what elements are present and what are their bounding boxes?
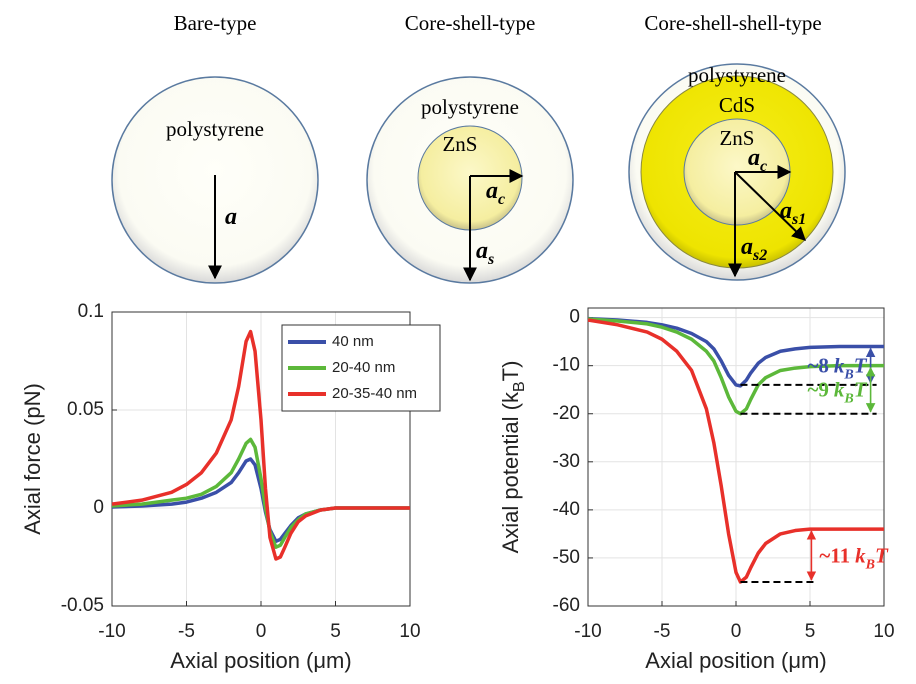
y-tick-label: -60 (553, 595, 580, 616)
x-tick-label: 0 (731, 621, 742, 642)
annotation-symbol: k (834, 354, 845, 378)
y-tick-label: -40 (553, 499, 580, 520)
annotation-prefix: ~11 (819, 544, 850, 568)
annotation-tail: T (854, 378, 868, 402)
particle-title: Core-shell-type (405, 11, 536, 35)
x-tick-label: 10 (399, 621, 420, 642)
y-tick-label: 0 (93, 497, 104, 518)
radius-label: as1 (780, 198, 806, 228)
y-axis-label-part: Axial potential (k (498, 391, 523, 553)
legend-label: 40 nm (332, 333, 374, 350)
particle-title: Core-shell-shell-type (644, 11, 821, 35)
radius-label: as2 (741, 234, 767, 264)
x-tick-label: 0 (256, 621, 267, 642)
radius-symbol: a (748, 145, 760, 171)
legend-label: 20-40 nm (332, 359, 395, 376)
radius-symbol: a (780, 198, 792, 224)
x-tick-label: 10 (873, 621, 894, 642)
x-tick-label: -10 (574, 621, 601, 642)
annotation: ~9 kBT (808, 378, 868, 407)
x-tick-label: 5 (330, 621, 341, 642)
y-tick-label: 0 (569, 307, 580, 328)
annotation-symbol: k (855, 544, 866, 568)
radius-arrow (734, 171, 807, 241)
layer-label: ZnS (719, 126, 754, 150)
series-line (587, 317, 884, 416)
series-line (111, 329, 410, 561)
radius-label: ac (486, 178, 505, 208)
annotation: ~8 kBT (808, 354, 868, 383)
annotation-tail: T (875, 544, 889, 568)
radius-label: a (225, 204, 237, 230)
axes-box (111, 311, 411, 607)
x-tick-label: -5 (654, 621, 671, 642)
axes-box (587, 307, 885, 607)
layer-label: CdS (719, 93, 755, 117)
y-tick-label: -30 (553, 451, 580, 472)
series-line (587, 318, 884, 584)
x-tick-label: -10 (98, 621, 125, 642)
y-axis-label-part: T) (498, 361, 523, 382)
annotation-subscript: B (843, 392, 853, 407)
y-axis-label: Axial potential (kBT) (498, 361, 528, 554)
y-axis-label: Axial force (pN) (20, 383, 45, 535)
radius-label: as (476, 238, 494, 268)
layer-label: ZnS (442, 132, 477, 156)
layer-label: polystyrene (166, 117, 264, 141)
annotation-prefix: ~9 (808, 378, 829, 402)
y-tick-label: 0.05 (67, 399, 104, 420)
radius-symbol: a (741, 234, 753, 260)
radius-symbol: a (486, 178, 498, 204)
radius-subscript: s1 (791, 211, 806, 228)
annotation-symbol: k (834, 378, 845, 402)
y-tick-label: -50 (553, 547, 580, 568)
radius-label: ac (748, 145, 767, 175)
x-tick-label: -5 (178, 621, 195, 642)
y-tick-label: -0.05 (61, 595, 104, 616)
y-tick-label: -10 (553, 355, 580, 376)
annotation-tail: T (854, 354, 868, 378)
radius-subscript: s2 (752, 247, 767, 264)
particle-bare: Bare-type polystyrene a (111, 11, 319, 284)
annotation-subscript: B (865, 558, 875, 573)
particle-title: Bare-type (174, 11, 257, 35)
series-line (587, 316, 884, 388)
y-tick-label: -20 (553, 403, 580, 424)
particle-core-shell-shell: Core-shell-shell-type polystyrene CdS Zn… (628, 11, 846, 281)
radius-subscript: s (487, 251, 494, 268)
annotation-prefix: ~8 (808, 354, 829, 378)
x-axis-label: Axial position (μm) (170, 648, 351, 673)
radius-symbol: a (476, 238, 488, 264)
y-tick-label: 0.1 (78, 301, 104, 322)
x-tick-label: 5 (805, 621, 816, 642)
radius-subscript: c (498, 191, 505, 208)
particle-core-shell: Core-shell-type polystyrene ZnS ac as (366, 11, 574, 284)
layer-label: polystyrene (421, 95, 519, 119)
layer-label: polystyrene (688, 63, 786, 87)
chart: -10 -5 0 5 10 -0.05 0 0.05 0.1 Axial position (μm… (20, 301, 441, 673)
legend-label: 20-35-40 nm (332, 385, 417, 402)
y-axis-label-part: B (511, 381, 528, 392)
annotation-subscript: B (843, 368, 853, 383)
x-axis-label: Axial position (μm) (645, 648, 826, 673)
radius-subscript: c (760, 158, 767, 175)
annotation: ~11 kBT (819, 544, 889, 573)
